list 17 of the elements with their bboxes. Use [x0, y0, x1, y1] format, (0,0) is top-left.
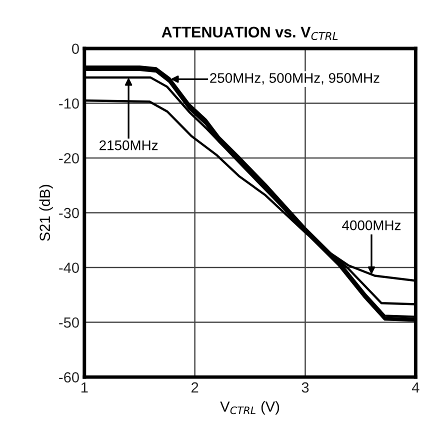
y-tick-label: -40: [59, 262, 79, 273]
x-tick-label: 3: [302, 382, 309, 393]
y-tick-label: 0: [72, 44, 79, 54]
y-axis-title: S21 (dB): [39, 184, 53, 241]
y-tick-label: -50: [59, 317, 79, 328]
x-tick-label: 1: [81, 382, 88, 392]
y-tick-label: -30: [59, 208, 79, 218]
x-tick-label: 2: [192, 382, 198, 392]
y-tick-label: -10: [59, 98, 79, 109]
y-tick-label: -60: [59, 372, 79, 382]
annotation: 2150MHz: [100, 140, 158, 150]
x-axis-title: V$_{CTRL}$ (V): [220, 401, 280, 415]
annotation: 250MHz, 500MHz, 950MHz: [210, 73, 380, 85]
chart-title: ATTENUATION vs. V$_{CTRL}$: [162, 26, 338, 40]
y-tick-label: -20: [59, 153, 79, 164]
annotation: 4000MHz: [342, 220, 401, 230]
x-tick-label: 4: [412, 382, 420, 392]
